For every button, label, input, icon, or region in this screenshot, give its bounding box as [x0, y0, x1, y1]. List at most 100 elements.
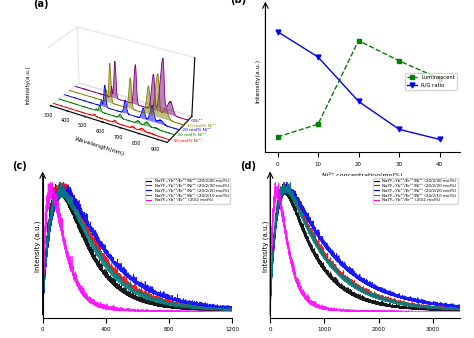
NaYF₄:Yb³⁺/Er³⁺/Ni²⁺ (20/2/20 mol%): [339, 264, 345, 268]
NaYF₄:Yb³⁺/Er³⁺/Ni²⁺ (20/2/10 mol%): [456, 308, 462, 312]
NaYF₄:Yb³⁺/Er³⁺/Ni²⁺ (20/2/10 mol%): [58, 180, 64, 184]
NaYF₄:Yb³⁺/Er³⁺ (20/2 mol%): [47, 180, 53, 184]
Text: (d): (d): [240, 161, 256, 171]
NaYF₄:Yb³⁺/Er³⁺ (20/2 mol%): [178, 309, 183, 313]
NaYF₄:Yb³⁺/Er³⁺/Ni²⁺ (20/2/20 mol%): [229, 307, 235, 311]
Line: NaYF₄:Yb³⁺/Er³⁺/Ni²⁺ (20/2/20 mol%): NaYF₄:Yb³⁺/Er³⁺/Ni²⁺ (20/2/20 mol%): [43, 182, 232, 311]
NaYF₄:Yb³⁺/Er³⁺/Ni²⁺ (20/2/10 mol%): [457, 307, 463, 311]
NaYF₄:Yb³⁺/Er³⁺/Ni²⁺ (20/2/40 mol%): [281, 180, 287, 184]
Line: NaYF₄:Yb³⁺/Er³⁺/Ni²⁺ (20/2/10 mol%): NaYF₄:Yb³⁺/Er³⁺/Ni²⁺ (20/2/10 mol%): [43, 182, 232, 310]
NaYF₄:Yb³⁺/Er³⁺/Ni²⁺ (20/2/30 mol%): [313, 238, 319, 242]
NaYF₄:Yb³⁺/Er³⁺/Ni²⁺ (20/2/30 mol%): [284, 180, 290, 184]
NaYF₄:Yb³⁺/Er³⁺/Ni²⁺ (20/2/40 mol%): [267, 309, 273, 313]
NaYF₄:Yb³⁺/Er³⁺/Ni²⁺ (20/2/20 mol%): [267, 305, 273, 309]
NaYF₄:Yb³⁺/Er³⁺/Ni²⁺ (20/2/10 mol%): [40, 307, 46, 311]
NaYF₄:Yb³⁺/Er³⁺/Ni²⁺ (20/2/40 mol%): [58, 180, 64, 184]
NaYF₄:Yb³⁺/Er³⁺/Ni²⁺ (20/2/40 mol%): [457, 308, 463, 312]
Luminescent: [396, 59, 402, 63]
NaYF₄:Yb³⁺/Er³⁺/Ni²⁺ (20/2/30 mol%): [224, 307, 229, 311]
NaYF₄:Yb³⁺/Er³⁺/Ni²⁺ (20/2/40 mol%): [40, 307, 46, 311]
NaYF₄:Yb³⁺/Er³⁺/Ni²⁺ (20/2/40 mol%): [178, 307, 183, 311]
NaYF₄:Yb³⁺/Er³⁺/Ni²⁺ (20/2/40 mol%): [121, 291, 127, 295]
Line: NaYF₄:Yb³⁺/Er³⁺/Ni²⁺ (20/2/10 mol%): NaYF₄:Yb³⁺/Er³⁺/Ni²⁺ (20/2/10 mol%): [270, 182, 460, 310]
NaYF₄:Yb³⁺/Er³⁺ (20/2 mol%): [130, 309, 136, 313]
NaYF₄:Yb³⁺/Er³⁺/Ni²⁺ (20/2/30 mol%): [119, 279, 125, 283]
NaYF₄:Yb³⁺/Er³⁺/Ni²⁺ (20/2/10 mol%): [267, 306, 273, 310]
NaYF₄:Yb³⁺/Er³⁺/Ni²⁺ (20/2/30 mol%): [214, 307, 220, 311]
Y-axis label: Intensity (a.u.): Intensity (a.u.): [262, 221, 269, 272]
NaYF₄:Yb³⁺/Er³⁺/Ni²⁺ (20/2/10 mol%): [313, 244, 319, 248]
NaYF₄:Yb³⁺/Er³⁺ (20/2 mol%): [221, 309, 227, 313]
NaYF₄:Yb³⁺/Er³⁺/Ni²⁺ (20/2/30 mol%): [178, 303, 183, 307]
NaYF₄:Yb³⁺/Er³⁺ (20/2 mol%): [119, 308, 125, 312]
NaYF₄:Yb³⁺/Er³⁺/Ni²⁺ (20/2/20 mol%): [313, 231, 319, 235]
NaYF₄:Yb³⁺/Er³⁺/Ni²⁺ (20/2/30 mol%): [130, 286, 136, 290]
NaYF₄:Yb³⁺/Er³⁺ (20/2 mol%): [267, 290, 273, 294]
Text: (c): (c): [12, 161, 27, 171]
NaYF₄:Yb³⁺/Er³⁺/Ni²⁺ (20/2/20 mol%): [130, 279, 136, 283]
Legend: Luminescent, R/G ratio: Luminescent, R/G ratio: [405, 73, 457, 90]
Line: NaYF₄:Yb³⁺/Er³⁺/Ni²⁺ (20/2/40 mol%): NaYF₄:Yb³⁺/Er³⁺/Ni²⁺ (20/2/40 mol%): [270, 182, 460, 311]
NaYF₄:Yb³⁺/Er³⁺/Ni²⁺ (20/2/30 mol%): [229, 308, 235, 312]
NaYF₄:Yb³⁺/Er³⁺ (20/2 mol%): [40, 279, 46, 283]
NaYF₄:Yb³⁺/Er³⁺/Ni²⁺ (20/2/40 mol%): [224, 308, 229, 312]
NaYF₄:Yb³⁺/Er³⁺ (20/2 mol%): [339, 309, 345, 313]
NaYF₄:Yb³⁺/Er³⁺/Ni²⁺ (20/2/10 mol%): [339, 276, 345, 280]
NaYF₄:Yb³⁺/Er³⁺/Ni²⁺ (20/2/30 mol%): [456, 308, 462, 312]
Luminescent: [356, 39, 361, 43]
Text: Intensity(a.u.): Intensity(a.u.): [25, 65, 30, 104]
NaYF₄:Yb³⁺/Er³⁺ (20/2 mol%): [457, 309, 463, 313]
NaYF₄:Yb³⁺/Er³⁺/Ni²⁺ (20/2/10 mol%): [119, 282, 125, 286]
NaYF₄:Yb³⁺/Er³⁺/Ni²⁺ (20/2/40 mol%): [352, 293, 358, 297]
NaYF₄:Yb³⁺/Er³⁺/Ni²⁺ (20/2/10 mol%): [224, 308, 229, 312]
NaYF₄:Yb³⁺/Er³⁺/Ni²⁺ (20/2/40 mol%): [339, 285, 345, 289]
NaYF₄:Yb³⁺/Er³⁺/Ni²⁺ (20/2/30 mol%): [339, 273, 345, 277]
R/G ratio: [437, 137, 442, 141]
NaYF₄:Yb³⁺/Er³⁺/Ni²⁺ (20/2/10 mol%): [121, 280, 127, 284]
NaYF₄:Yb³⁺/Er³⁺/Ni²⁺ (20/2/10 mol%): [456, 307, 461, 311]
NaYF₄:Yb³⁺/Er³⁺/Ni²⁺ (20/2/30 mol%): [40, 305, 46, 309]
NaYF₄:Yb³⁺/Er³⁺/Ni²⁺ (20/2/30 mol%): [456, 307, 461, 311]
NaYF₄:Yb³⁺/Er³⁺/Ni²⁺ (20/2/20 mol%): [61, 180, 66, 184]
R/G ratio: [315, 55, 321, 59]
Line: NaYF₄:Yb³⁺/Er³⁺ (20/2 mol%): NaYF₄:Yb³⁺/Er³⁺ (20/2 mol%): [43, 182, 232, 311]
Line: NaYF₄:Yb³⁺/Er³⁺/Ni²⁺ (20/2/30 mol%): NaYF₄:Yb³⁺/Er³⁺/Ni²⁺ (20/2/30 mol%): [270, 182, 460, 310]
NaYF₄:Yb³⁺/Er³⁺/Ni²⁺ (20/2/40 mol%): [456, 309, 461, 313]
NaYF₄:Yb³⁺/Er³⁺/Ni²⁺ (20/2/10 mol%): [214, 308, 220, 312]
NaYF₄:Yb³⁺/Er³⁺/Ni²⁺ (20/2/20 mol%): [311, 226, 317, 230]
Line: Luminescent: Luminescent: [275, 38, 442, 139]
R/G ratio: [275, 30, 281, 34]
NaYF₄:Yb³⁺/Er³⁺/Ni²⁺ (20/2/30 mol%): [58, 180, 64, 184]
NaYF₄:Yb³⁺/Er³⁺/Ni²⁺ (20/2/20 mol%): [119, 269, 125, 273]
NaYF₄:Yb³⁺/Er³⁺/Ni²⁺ (20/2/10 mol%): [229, 307, 235, 311]
NaYF₄:Yb³⁺/Er³⁺ (20/2 mol%): [229, 309, 235, 313]
NaYF₄:Yb³⁺/Er³⁺/Ni²⁺ (20/2/10 mol%): [288, 180, 293, 184]
NaYF₄:Yb³⁺/Er³⁺ (20/2 mol%): [313, 304, 319, 308]
NaYF₄:Yb³⁺/Er³⁺/Ni²⁺ (20/2/20 mol%): [224, 306, 229, 310]
NaYF₄:Yb³⁺/Er³⁺/Ni²⁺ (20/2/10 mol%): [352, 285, 358, 289]
R/G ratio: [356, 99, 361, 103]
NaYF₄:Yb³⁺/Er³⁺/Ni²⁺ (20/2/10 mol%): [311, 239, 317, 243]
NaYF₄:Yb³⁺/Er³⁺ (20/2 mol%): [224, 309, 229, 313]
X-axis label: Ni²⁺ concentration(mol%): Ni²⁺ concentration(mol%): [322, 172, 403, 178]
NaYF₄:Yb³⁺/Er³⁺ (20/2 mol%): [214, 309, 220, 313]
NaYF₄:Yb³⁺/Er³⁺ (20/2 mol%): [456, 309, 461, 313]
NaYF₄:Yb³⁺/Er³⁺/Ni²⁺ (20/2/30 mol%): [457, 307, 463, 311]
NaYF₄:Yb³⁺/Er³⁺/Ni²⁺ (20/2/10 mol%): [312, 240, 318, 244]
NaYF₄:Yb³⁺/Er³⁺/Ni²⁺ (20/2/20 mol%): [40, 309, 46, 313]
NaYF₄:Yb³⁺/Er³⁺/Ni²⁺ (20/2/40 mol%): [130, 296, 136, 300]
NaYF₄:Yb³⁺/Er³⁺/Ni²⁺ (20/2/40 mol%): [229, 308, 235, 312]
NaYF₄:Yb³⁺/Er³⁺/Ni²⁺ (20/2/40 mol%): [214, 308, 220, 312]
NaYF₄:Yb³⁺/Er³⁺/Ni²⁺ (20/2/30 mol%): [352, 283, 358, 287]
NaYF₄:Yb³⁺/Er³⁺/Ni²⁺ (20/2/20 mol%): [456, 305, 461, 309]
NaYF₄:Yb³⁺/Er³⁺/Ni²⁺ (20/2/10 mol%): [228, 308, 234, 312]
Line: R/G ratio: R/G ratio: [275, 29, 442, 142]
NaYF₄:Yb³⁺/Er³⁺ (20/2 mol%): [273, 180, 278, 184]
NaYF₄:Yb³⁺/Er³⁺/Ni²⁺ (20/2/40 mol%): [456, 309, 462, 313]
NaYF₄:Yb³⁺/Er³⁺ (20/2 mol%): [121, 308, 127, 312]
Text: (b): (b): [230, 0, 246, 5]
NaYF₄:Yb³⁺/Er³⁺/Ni²⁺ (20/2/20 mol%): [283, 180, 289, 184]
R/G ratio: [396, 127, 402, 131]
NaYF₄:Yb³⁺/Er³⁺/Ni²⁺ (20/2/20 mol%): [267, 308, 273, 312]
NaYF₄:Yb³⁺/Er³⁺/Ni²⁺ (20/2/10 mol%): [130, 290, 136, 294]
